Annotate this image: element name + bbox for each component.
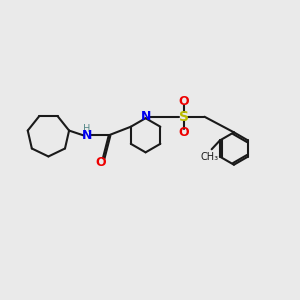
Text: H: H [83, 124, 90, 134]
Text: O: O [95, 156, 106, 169]
Text: N: N [140, 110, 151, 123]
Text: N: N [82, 129, 92, 142]
Text: S: S [179, 110, 189, 124]
Text: O: O [178, 95, 189, 108]
Text: CH₃: CH₃ [200, 152, 218, 162]
Text: O: O [178, 125, 189, 139]
